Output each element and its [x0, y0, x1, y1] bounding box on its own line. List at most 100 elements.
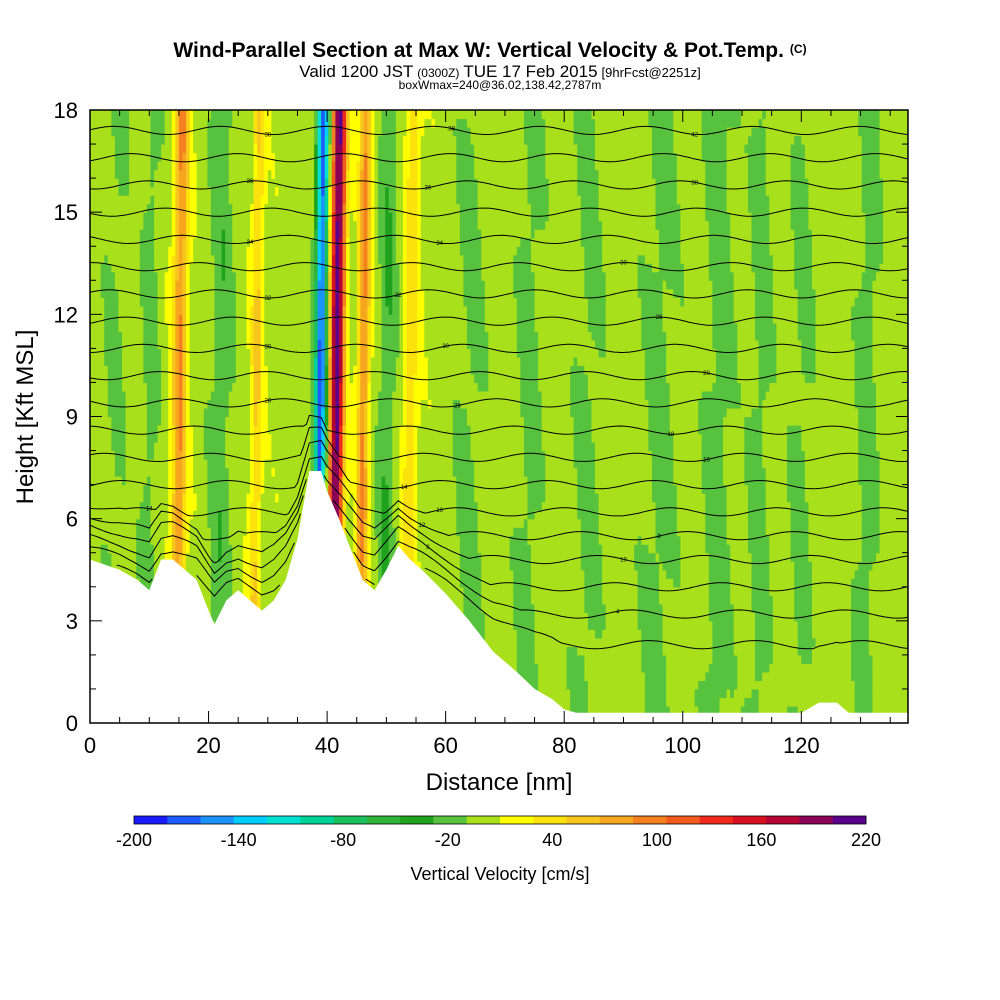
field-cell — [100, 161, 105, 171]
field-cell — [164, 433, 169, 443]
field-cell — [328, 254, 333, 264]
field-cell — [136, 110, 141, 120]
field-cell — [232, 169, 237, 179]
field-cell — [253, 110, 258, 120]
field-cell — [306, 365, 312, 375]
field-cell — [203, 229, 208, 239]
field-cell — [139, 356, 144, 367]
field-cell — [221, 518, 226, 528]
field-cell — [228, 220, 233, 230]
field-cell — [93, 169, 98, 179]
field-cell — [296, 280, 301, 290]
field-cell — [214, 484, 219, 494]
field-cell — [232, 339, 237, 349]
field-cell — [182, 365, 187, 375]
field-cell — [285, 314, 290, 324]
field-cell — [299, 144, 304, 154]
field-cell — [193, 322, 198, 332]
field-cell — [292, 322, 297, 332]
field-cell — [93, 118, 98, 128]
field-cell — [93, 552, 98, 562]
field-cell — [118, 169, 123, 179]
field-cell — [107, 161, 112, 171]
field-cell — [264, 178, 269, 188]
field-cell — [264, 510, 269, 520]
field-cell — [154, 527, 159, 537]
field-cell — [310, 450, 315, 460]
field-cell — [129, 280, 134, 290]
field-cell — [196, 527, 201, 537]
field-cell — [178, 450, 184, 460]
field-cell — [178, 220, 184, 230]
field-cell — [150, 382, 155, 392]
field-cell — [161, 518, 166, 528]
field-cell — [171, 118, 176, 128]
field-cell — [129, 331, 134, 341]
field-cell — [122, 212, 127, 222]
field-cell — [289, 365, 294, 375]
field-cell — [292, 331, 297, 341]
field-cell — [235, 195, 240, 205]
field-cell — [250, 144, 255, 154]
field-cell — [246, 399, 251, 409]
field-cell — [146, 416, 152, 426]
field-cell — [186, 459, 191, 469]
field-cell — [239, 467, 244, 477]
field-cell — [90, 484, 95, 494]
field-cell — [264, 237, 269, 247]
field-cell — [253, 186, 258, 196]
field-cell — [328, 416, 333, 426]
field-cell — [111, 407, 116, 418]
field-cell — [139, 169, 144, 179]
field-cell — [282, 569, 287, 579]
field-cell — [274, 169, 280, 179]
field-cell — [189, 527, 194, 537]
field-cell — [321, 331, 326, 341]
field-cell — [235, 305, 240, 315]
field-cell — [232, 382, 237, 392]
field-cell — [150, 399, 155, 409]
field-cell — [271, 416, 276, 426]
field-cell — [146, 450, 152, 460]
field-cell — [228, 407, 233, 418]
field-cell — [282, 254, 287, 264]
field-cell — [214, 535, 219, 545]
field-cell — [225, 288, 230, 298]
field-cell — [274, 314, 280, 324]
field-cell — [139, 365, 144, 375]
field-cell — [306, 110, 312, 120]
field-cell — [207, 186, 212, 196]
field-cell — [314, 390, 319, 401]
field-cell — [331, 450, 336, 460]
field-cell — [235, 186, 240, 196]
field-cell — [246, 569, 251, 579]
field-cell — [225, 382, 230, 392]
field-cell — [306, 390, 312, 401]
field-cell — [171, 535, 176, 545]
field-cell — [246, 135, 251, 145]
field-cell — [303, 229, 308, 239]
field-cell — [278, 399, 283, 409]
field-cell — [285, 280, 290, 290]
field-cell — [90, 476, 95, 486]
field-cell — [271, 110, 276, 120]
field-cell — [246, 144, 251, 154]
field-cell — [328, 305, 333, 315]
field-cell — [146, 373, 152, 384]
field-cell — [299, 220, 304, 230]
field-cell — [296, 339, 301, 349]
field-cell — [271, 220, 276, 230]
field-cell — [122, 416, 127, 426]
field-cell — [186, 527, 191, 537]
field-cell — [214, 467, 219, 477]
field-cell — [282, 365, 287, 375]
field-cell — [143, 459, 148, 469]
field-cell — [282, 263, 287, 273]
field-cell — [218, 501, 223, 511]
field-cell — [196, 127, 201, 137]
field-cell — [100, 331, 105, 341]
field-cell — [267, 161, 272, 171]
field-cell — [175, 484, 180, 494]
field-cell — [264, 586, 269, 596]
field-cell — [200, 254, 205, 264]
